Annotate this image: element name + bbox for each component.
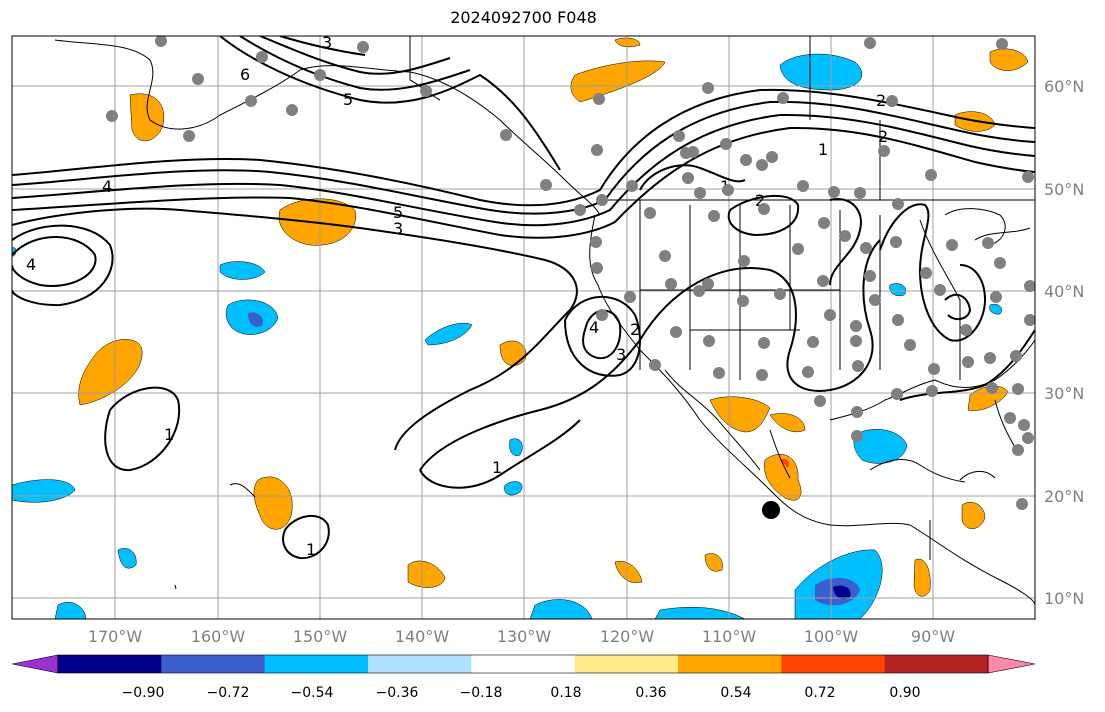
colorbar-segment — [264, 655, 369, 673]
colorbar-segment — [884, 655, 989, 673]
svg-text:5: 5 — [393, 203, 403, 222]
svg-text:2: 2 — [878, 127, 888, 146]
colorbar-segment — [58, 655, 162, 673]
lon-label: 90°W — [911, 627, 955, 646]
svg-text:3: 3 — [616, 345, 626, 364]
svg-text:2: 2 — [630, 320, 640, 339]
svg-text:3: 3 — [322, 33, 332, 52]
svg-text:1: 1 — [818, 140, 828, 159]
svg-text:1: 1 — [306, 540, 316, 559]
colorbar-tick-label: 0.18 — [550, 685, 581, 701]
station-markers — [106, 36, 1035, 510]
svg-text:4: 4 — [26, 255, 36, 274]
svg-text:2: 2 — [755, 191, 765, 210]
lon-label: 110°W — [702, 627, 757, 646]
graticule — [12, 36, 1035, 619]
colorbar-max-extend — [987, 654, 1036, 674]
lon-label: 120°W — [600, 627, 655, 646]
colorbar-segments — [58, 655, 989, 673]
lon-label: 160°W — [191, 627, 246, 646]
lon-label: 130°W — [497, 627, 552, 646]
lat-label: 50°N — [1044, 180, 1084, 199]
lat-label: 10°N — [1044, 589, 1084, 608]
svg-text:4: 4 — [102, 177, 112, 196]
lat-label: 30°N — [1044, 384, 1084, 403]
colorbar-tick-label: −0.54 — [291, 685, 334, 701]
colorbar-tick-label: 0.36 — [635, 685, 666, 701]
svg-text:1: 1 — [164, 425, 174, 444]
colorbar-tick-label: −0.18 — [460, 685, 503, 701]
colorbar-segment — [471, 655, 576, 673]
svg-text:4: 4 — [589, 318, 599, 337]
colorbar-tick-label: −0.90 — [122, 685, 165, 701]
colorbar-tick-label: −0.36 — [376, 685, 419, 701]
colorbar-segment — [161, 655, 266, 673]
colorbar-segment — [368, 655, 472, 673]
lat-label: 40°N — [1044, 282, 1084, 301]
map-frame — [11, 35, 1036, 620]
colorbar-segment — [781, 655, 886, 673]
colorbar-tick-label: 0.90 — [889, 685, 920, 701]
svg-text:3: 3 — [393, 219, 403, 238]
colorbar-tick-label: −0.72 — [207, 685, 250, 701]
longitude-labels: 170°W 160°W 150°W 140°W 130°W 120°W 110°… — [88, 627, 955, 646]
latitude-labels: 60°N 50°N 40°N 30°N 20°N 10°N — [1044, 77, 1084, 608]
lat-label: 20°N — [1044, 487, 1084, 506]
svg-text:6: 6 — [240, 65, 250, 84]
colorbar-min-extend — [11, 654, 59, 674]
colorbar-tick-label: 0.54 — [720, 685, 751, 701]
storm-center-marker — [762, 501, 780, 519]
svg-text:1: 1 — [492, 458, 502, 477]
colorbar-tick-labels: −0.90 −0.72 −0.54 −0.36 −0.18 0.18 0.36 0.54 0.7… — [122, 685, 921, 701]
lon-label: 100°W — [804, 627, 859, 646]
colorbar-tick-label: 0.72 — [804, 685, 835, 701]
map-title: 2024092700 F048 — [450, 8, 597, 27]
lon-label: 150°W — [293, 627, 348, 646]
lon-label: 140°W — [395, 627, 450, 646]
lon-label: 170°W — [88, 627, 143, 646]
lat-label: 60°N — [1044, 77, 1084, 96]
colorbar: −0.90 −0.72 −0.54 −0.36 −0.18 0.18 0.36 0.54 0.7… — [11, 654, 1036, 701]
height-contours — [12, 36, 1035, 560]
svg-text:2: 2 — [876, 91, 886, 110]
contour-labels: 3 6 5 4 5 3 4 2 1 2 1 4 3 2 1 1 1 2 — [26, 33, 888, 559]
svg-text:5: 5 — [343, 90, 353, 109]
colorbar-segment — [678, 655, 782, 673]
colorbar-segment — [574, 655, 679, 673]
